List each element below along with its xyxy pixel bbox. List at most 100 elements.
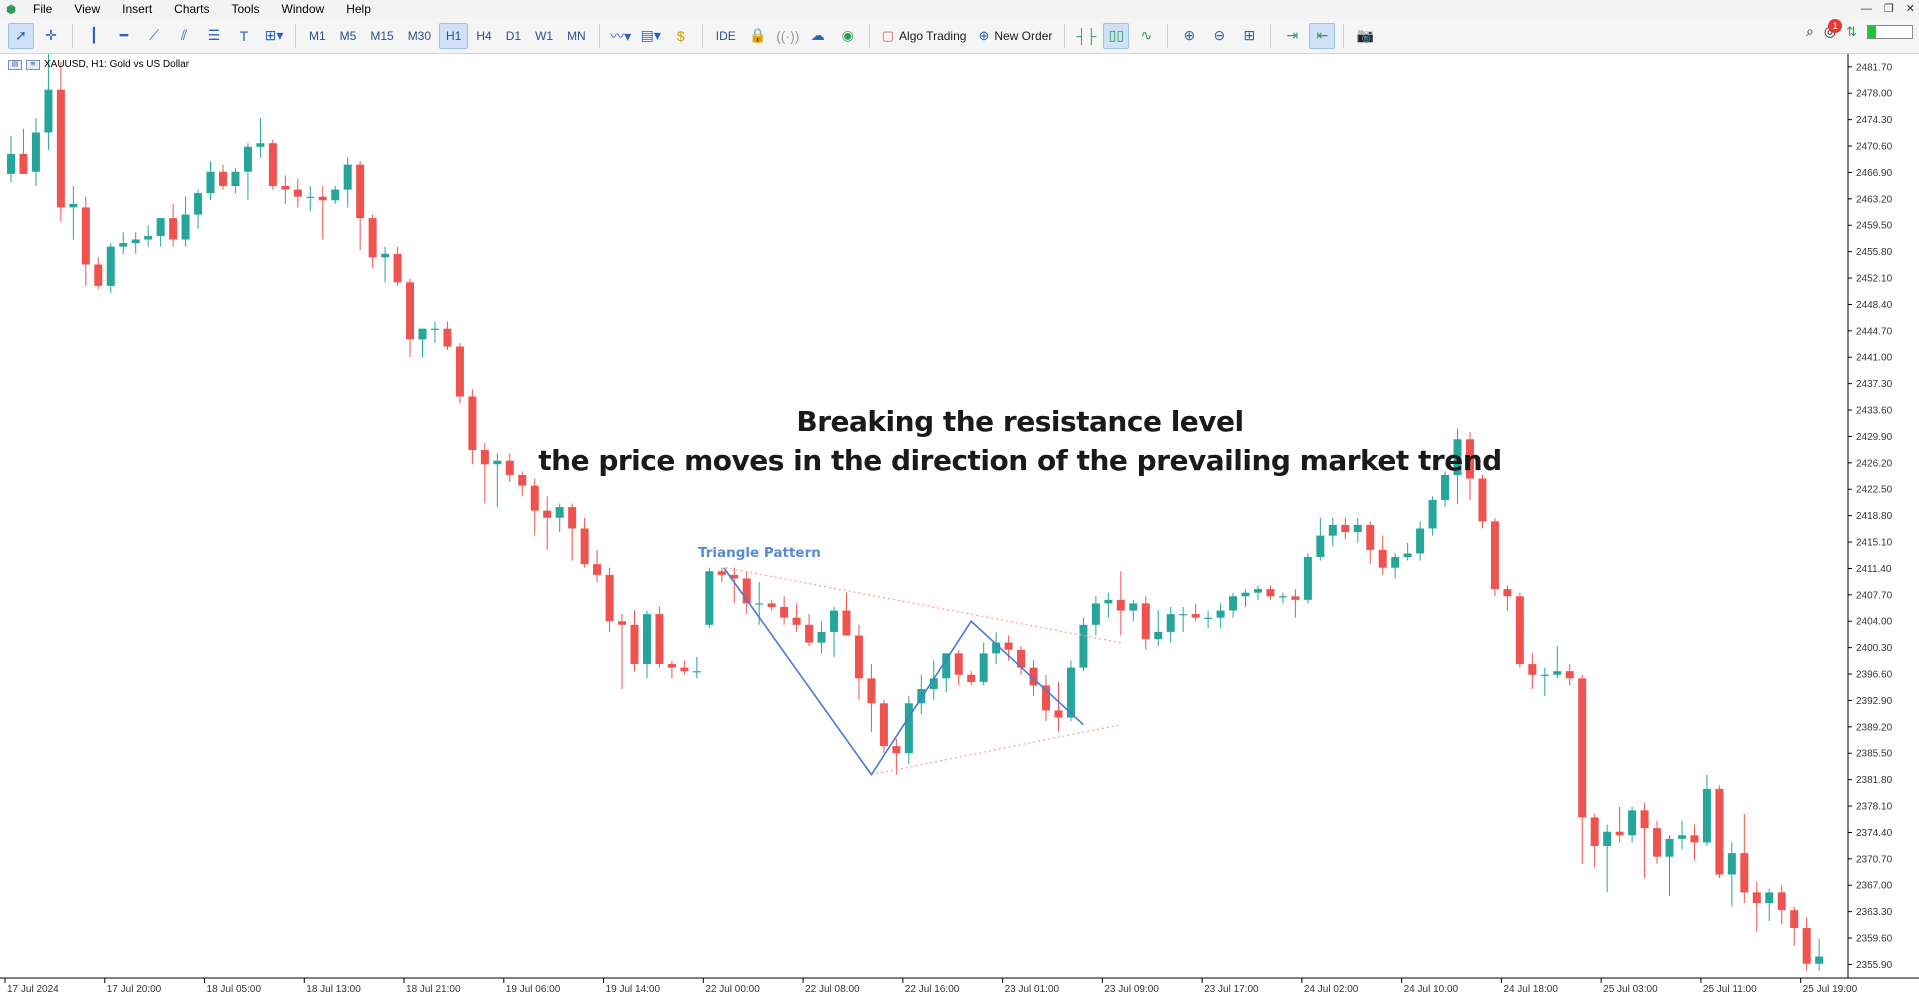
trend-line-icon[interactable]: ⟋: [149, 27, 159, 43]
lock-icon[interactable]: 🔒: [749, 27, 767, 43]
candle-body: [618, 621, 627, 625]
templates-icon[interactable]: ▤▾: [640, 27, 661, 43]
candle-body: [767, 603, 776, 607]
candle-body: [705, 571, 714, 625]
connection-strength-fill: [1868, 25, 1876, 38]
candle-body: [1528, 664, 1537, 675]
menu-charts[interactable]: Charts: [174, 2, 210, 16]
menu-view[interactable]: View: [74, 2, 101, 16]
minimize-icon[interactable]: —: [1860, 3, 1872, 15]
menu-tools[interactable]: Tools: [231, 2, 260, 16]
candle: [1515, 592, 1524, 668]
candle: [1528, 653, 1537, 690]
candle-body: [717, 571, 726, 575]
shapes-tool-icon[interactable]: ⊞▾: [264, 27, 284, 43]
auto-scroll-icon[interactable]: ⇥: [1286, 27, 1299, 43]
vertical-line-icon[interactable]: ┃: [89, 27, 99, 43]
tile-windows-icon[interactable]: ⊞: [1243, 27, 1256, 43]
candle-body: [1353, 524, 1362, 533]
candle-body: [1640, 810, 1649, 829]
channel-tool-icon[interactable]: ⫽: [180, 27, 188, 43]
cloud-icon[interactable]: ☁: [810, 27, 825, 43]
candle-body: [443, 328, 452, 347]
triangle-zigzag-line[interactable]: [723, 567, 1084, 777]
symbol-description: XAUUSD, H1: Gold vs US Dollar: [44, 59, 190, 70]
zoom-out-icon[interactable]: ⊖: [1213, 27, 1226, 43]
candle-body: [817, 631, 826, 643]
timeframe-m15[interactable]: M15: [370, 28, 394, 43]
candle: [1054, 681, 1063, 732]
candle-body: [181, 214, 190, 240]
restore-icon[interactable]: ❐: [1883, 3, 1894, 15]
bar-chart-icon[interactable]: ┤├: [1076, 27, 1097, 44]
indicators-icon[interactable]: 〰▾: [610, 27, 632, 44]
chart-window[interactable]: 2481.70 2478.00 2474.30 2470.60 2466.90 2463.…: [0, 54, 1919, 996]
candle-body: [1453, 439, 1462, 475]
resistance-line[interactable]: [725, 567, 1121, 644]
candle-body: [7, 153, 15, 174]
candle: [393, 246, 402, 286]
candle: [1640, 803, 1649, 879]
timeframe-d1[interactable]: D1: [505, 28, 522, 43]
candle-body: [268, 143, 277, 186]
candle: [430, 321, 439, 343]
candle: [144, 225, 153, 247]
cursor-tool-icon[interactable]: ➚: [8, 22, 34, 49]
algo-trading-button[interactable]: ▢ Algo Trading: [876, 23, 973, 49]
chart-shift-icon[interactable]: ⇤: [1309, 22, 1336, 49]
vps-icon[interactable]: ◉: [841, 27, 854, 43]
support-line[interactable]: [871, 724, 1121, 776]
menu-insert[interactable]: Insert: [122, 2, 153, 16]
search-icon[interactable]: ⌕: [1806, 23, 1814, 39]
notifications-icon[interactable]: ◎1: [1824, 19, 1843, 40]
candle-body: [792, 617, 801, 625]
crosshair-tool-icon[interactable]: ✛: [45, 27, 57, 43]
candle: [1628, 806, 1637, 843]
fibonacci-tool-icon[interactable]: ☰: [207, 27, 221, 43]
timeframe-m5[interactable]: M5: [339, 28, 357, 43]
candlestick-chart-icon[interactable]: ▯▯: [1103, 22, 1130, 49]
close-icon[interactable]: ✕: [1905, 3, 1915, 15]
market-icon[interactable]: $: [676, 27, 685, 44]
new-order-button[interactable]: ⊕ New Order: [972, 23, 1058, 49]
zoom-in-icon[interactable]: ⊕: [1183, 27, 1196, 43]
toolbar-separator: [598, 23, 600, 48]
signal-icon[interactable]: ((·)): [776, 27, 800, 44]
timeframe-m1[interactable]: M1: [309, 28, 326, 43]
candle: [530, 478, 539, 536]
timeframe-mn[interactable]: MN: [567, 28, 586, 43]
candle-body: [854, 635, 863, 679]
candle-body: [1815, 956, 1824, 964]
menu-file[interactable]: File: [33, 2, 53, 16]
candle-body: [1204, 617, 1213, 619]
timeframe-w1[interactable]: W1: [535, 28, 554, 43]
triangle-pattern-drawing[interactable]: [723, 567, 1121, 777]
screenshot-icon[interactable]: 📷: [1356, 27, 1375, 43]
candle-body: [231, 171, 240, 186]
text-tool-icon[interactable]: T: [239, 27, 249, 44]
candle-body: [530, 485, 539, 511]
symbol-info: ▤ ≋ XAUUSD, H1: Gold vs US Dollar: [8, 59, 189, 70]
candle: [618, 614, 627, 690]
timeframe-h1[interactable]: H1: [439, 22, 469, 49]
timeframe-m30[interactable]: M30: [407, 28, 432, 43]
time-tick-label: 18 Jul 05:00: [207, 984, 262, 995]
timeframe-h4[interactable]: H4: [476, 28, 492, 43]
menu-help[interactable]: Help: [346, 2, 371, 16]
ide-button[interactable]: IDE: [715, 28, 736, 43]
line-chart-icon[interactable]: ∿: [1140, 27, 1153, 43]
candle-body: [1166, 614, 1175, 632]
price-tick-label: 2367.00: [1856, 881, 1893, 892]
candle: [1802, 917, 1811, 971]
price-tick-label: 2466.90: [1856, 168, 1893, 179]
candle: [381, 246, 390, 283]
candle-body: [518, 474, 527, 486]
horizontal-line-icon[interactable]: ━: [119, 27, 129, 43]
menu-window[interactable]: Window: [281, 2, 325, 16]
candle: [1578, 674, 1587, 864]
candle-body: [1191, 614, 1200, 618]
candle-body: [593, 564, 602, 575]
window-controls: — ❐ ✕: [1861, 0, 1915, 18]
price-chart[interactable]: 2481.70 2478.00 2474.30 2470.60 2466.90 2463.…: [0, 54, 1919, 996]
